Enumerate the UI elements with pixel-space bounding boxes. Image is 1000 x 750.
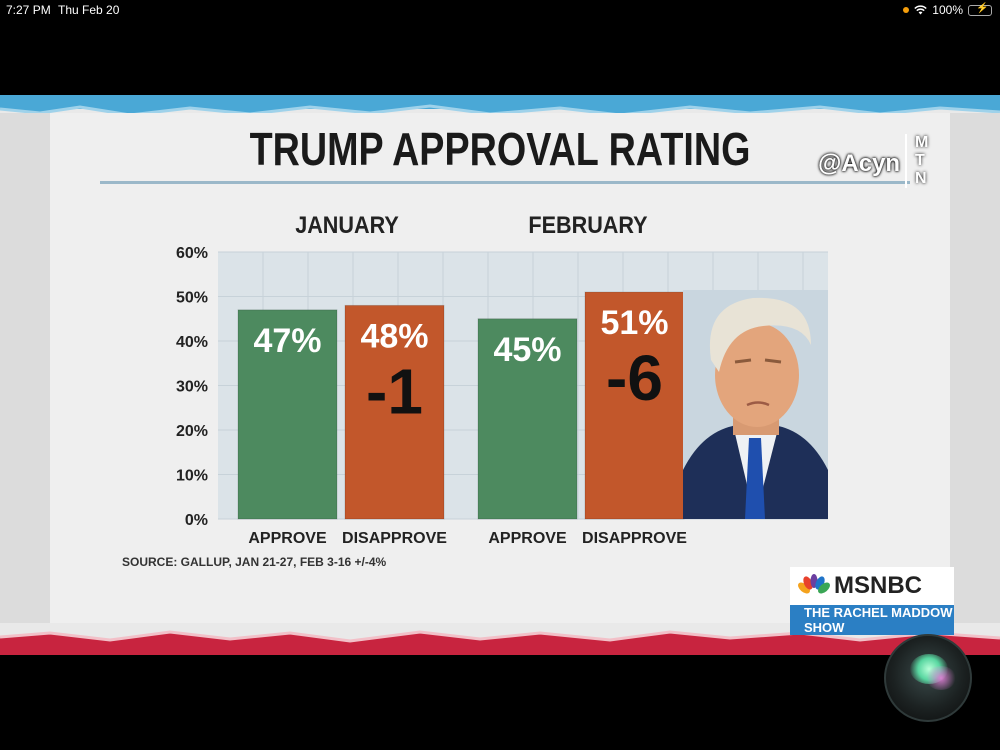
- group-label-january: JANUARY: [295, 212, 399, 239]
- peacock-icon: [798, 574, 830, 598]
- title-rule: [100, 181, 910, 184]
- mic-indicator-icon: [903, 7, 910, 13]
- bar-approve-february: [477, 318, 578, 520]
- y-tick-label: 30%: [176, 379, 208, 396]
- network-logo: MSNBC THE RACHEL MADDOW SHOW: [790, 567, 954, 635]
- y-tick-label: 60%: [176, 245, 208, 262]
- bar-value-label: 48%: [360, 317, 428, 355]
- torn-bottom-band: [0, 630, 1000, 655]
- bar-value-label: 47%: [253, 322, 321, 360]
- net-rating-label: -1: [366, 355, 423, 427]
- logo-brand: MSNBC: [834, 572, 922, 599]
- y-tick-label: 20%: [176, 423, 208, 440]
- y-tick-label: 0%: [185, 512, 208, 529]
- y-tick-label: 40%: [176, 334, 208, 351]
- status-bar: 7:27 PM Thu Feb 20 100%: [0, 0, 1000, 20]
- bar-disapprove-january: [344, 304, 445, 520]
- portrait-tie: [745, 438, 765, 519]
- portrait-hair: [709, 297, 811, 372]
- torn-top-band: [0, 95, 1000, 117]
- portrait-mouth: [746, 401, 770, 407]
- status-indicators: 100%: [903, 3, 992, 17]
- bar-value-label: 51%: [600, 304, 668, 342]
- x-category-label: APPROVE: [248, 530, 327, 547]
- y-tick-label: 10%: [176, 468, 208, 485]
- x-category-label: DISAPPROVE: [342, 530, 447, 547]
- source-note: SOURCE: GALLUP, JAN 21-27, FEB 3-16 +/-4…: [122, 555, 387, 569]
- portrait-brow: [764, 358, 782, 364]
- chart-title: TRUMP APPROVAL RATING: [249, 123, 751, 175]
- logo-show: THE RACHEL MADDOW SHOW: [790, 605, 954, 635]
- x-category-label: DISAPPROVE: [582, 530, 687, 547]
- watermark-handle: @Acyn: [818, 150, 901, 177]
- status-date: Thu Feb 20: [58, 3, 120, 17]
- wifi-icon: [914, 5, 928, 15]
- portrait-face: [715, 323, 799, 427]
- bar-disapprove-february: [584, 291, 685, 520]
- siri-orb-icon[interactable]: [884, 634, 972, 722]
- group-label-february: FEBRUARY: [528, 212, 648, 239]
- portrait-brow: [734, 358, 752, 364]
- status-time: 7:27 PM: [6, 3, 51, 17]
- bar-approve-january: [237, 309, 338, 520]
- bar-value-label: 45%: [493, 331, 561, 369]
- battery-icon: [968, 4, 992, 16]
- net-rating-label: -6: [606, 342, 663, 414]
- watermark-badge: M T N: [905, 134, 937, 188]
- x-category-label: APPROVE: [488, 530, 567, 547]
- battery-percent: 100%: [932, 3, 963, 17]
- y-tick-label: 50%: [176, 290, 208, 307]
